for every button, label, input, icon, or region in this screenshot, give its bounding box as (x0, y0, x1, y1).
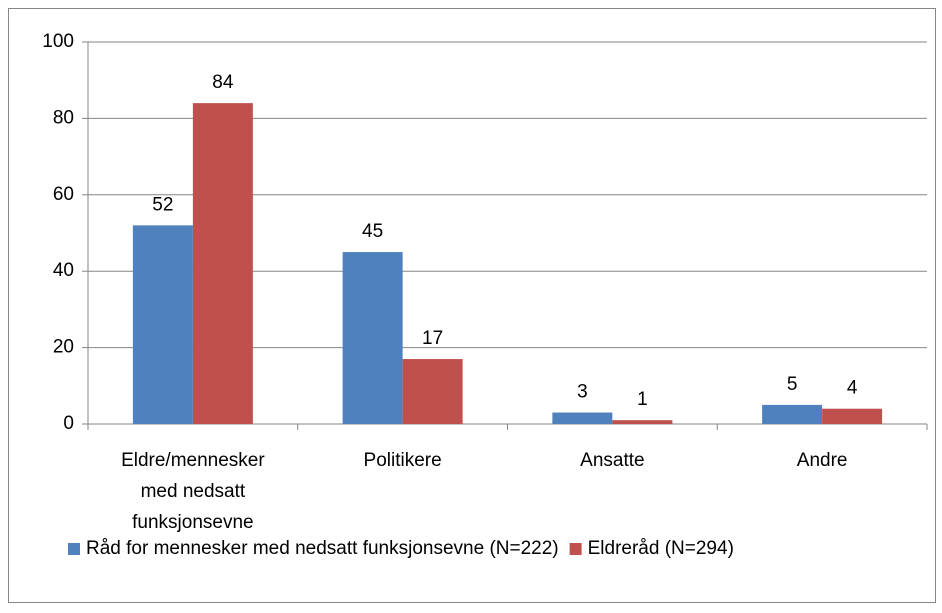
y-tick-label: 100 (42, 31, 74, 52)
bar (612, 420, 673, 424)
x-tick-label: Andre (797, 450, 848, 471)
y-tick-label: 60 (53, 184, 74, 205)
x-tick-label: Ansatte (580, 450, 644, 471)
data-label: 1 (637, 389, 648, 410)
bar (822, 408, 883, 424)
data-label: 52 (152, 194, 173, 215)
data-label: 5 (787, 374, 798, 395)
legend-label: Råd for mennesker med nedsatt funksjonse… (86, 538, 559, 559)
bar (132, 225, 193, 424)
y-tick-label: 40 (53, 260, 74, 281)
y-tick-label: 20 (53, 337, 74, 358)
data-label: 84 (212, 72, 234, 93)
bar (552, 412, 613, 424)
bar (402, 359, 463, 424)
legend-swatch (569, 543, 582, 555)
bar (192, 103, 253, 425)
bar (762, 404, 823, 424)
legend-label: Eldreråd (N=294) (588, 538, 734, 559)
bar (342, 252, 403, 424)
data-label: 4 (847, 378, 858, 399)
legend-swatch (68, 543, 80, 555)
y-tick-label: 80 (53, 107, 74, 128)
y-tick-label: 0 (63, 413, 74, 434)
data-label: 45 (362, 221, 383, 242)
x-tick-label: Politikere (364, 450, 442, 471)
data-label: 3 (577, 382, 588, 403)
x-tick-label: Eldre/mennesker med nedsatt funksjonsevne (121, 450, 265, 533)
data-label: 17 (422, 328, 443, 349)
